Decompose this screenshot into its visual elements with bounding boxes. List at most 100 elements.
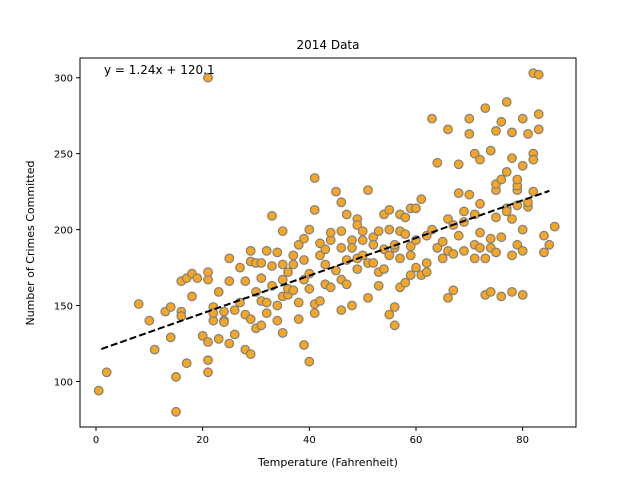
data-point (288, 259, 299, 270)
data-point (400, 277, 411, 288)
data-point (517, 113, 528, 124)
y-tick-label: 150 (54, 302, 73, 313)
data-point (384, 250, 395, 261)
data-point (304, 356, 315, 367)
data-point (512, 174, 523, 185)
data-point (357, 226, 368, 237)
data-point (507, 127, 517, 138)
data-point (288, 250, 299, 261)
data-point (203, 367, 213, 378)
data-point (517, 224, 528, 235)
data-point (453, 159, 464, 170)
data-point (453, 188, 464, 199)
data-point (475, 154, 485, 165)
data-point (453, 230, 464, 241)
data-point (149, 344, 160, 355)
data-point (336, 197, 347, 208)
data-point (315, 238, 325, 249)
data-point (517, 160, 528, 171)
data-point (171, 372, 181, 382)
data-point (459, 245, 469, 256)
data-point (480, 253, 491, 264)
data-point (416, 194, 427, 205)
x-tick-label: 60 (410, 435, 423, 446)
data-point (432, 242, 443, 253)
data-point (224, 276, 235, 287)
data-point (171, 406, 181, 417)
data-point (459, 206, 469, 217)
data-point (363, 185, 373, 196)
y-tick-label: 100 (54, 377, 73, 388)
data-point (299, 340, 309, 350)
data-point (272, 315, 283, 326)
data-point (496, 174, 507, 185)
data-point (373, 226, 384, 237)
data-point (384, 309, 395, 320)
data-point (261, 297, 272, 308)
data-point (203, 337, 213, 347)
data-point (336, 226, 347, 237)
data-point (405, 241, 416, 252)
data-point (496, 116, 507, 127)
regression-layer (101, 189, 550, 350)
data-point (485, 233, 496, 244)
data-point (400, 229, 411, 240)
data-point (165, 302, 176, 312)
data-point (507, 287, 517, 297)
data-point (245, 245, 256, 256)
data-point (384, 204, 395, 215)
data-point (347, 242, 357, 253)
data-point (421, 267, 432, 278)
data-point (336, 305, 347, 316)
data-point (320, 259, 331, 270)
data-point (475, 198, 485, 209)
data-point (485, 287, 496, 297)
data-point (464, 113, 475, 124)
data-point (293, 314, 304, 325)
data-point (304, 283, 315, 294)
data-point (491, 212, 501, 223)
data-point (411, 262, 421, 273)
data-point (368, 239, 379, 250)
data-point (235, 262, 245, 273)
data-point (277, 226, 288, 237)
data-point (320, 244, 331, 255)
data-point (443, 124, 453, 135)
data-point (261, 245, 272, 256)
data-point (245, 349, 256, 360)
data-point (261, 308, 272, 319)
data-point (400, 212, 411, 223)
plot-frame (79, 57, 577, 428)
data-point (309, 204, 320, 215)
data-point (213, 287, 224, 297)
data-point (533, 69, 544, 80)
data-point (501, 166, 512, 177)
data-point (539, 247, 549, 258)
y-tick-label: 250 (54, 150, 73, 161)
data-point (496, 291, 507, 302)
x-tick-label: 20 (196, 435, 209, 446)
data-point (501, 97, 512, 107)
data-point (405, 270, 416, 281)
data-point (469, 209, 480, 220)
data-point (203, 267, 213, 278)
data-point (379, 264, 389, 275)
data-point (219, 306, 229, 317)
data-point (256, 273, 267, 284)
data-point (533, 124, 544, 135)
data-point (395, 253, 405, 264)
data-point (411, 203, 421, 214)
data-point (203, 72, 213, 83)
data-point (229, 329, 240, 340)
data-point (421, 258, 432, 268)
data-point (267, 210, 277, 221)
y-axis-label: Number of Crimes Committed (24, 160, 37, 325)
x-tick-label: 0 (93, 435, 99, 446)
y-tick-label: 300 (54, 74, 73, 85)
data-point (507, 153, 517, 164)
data-point (288, 285, 299, 296)
data-point (485, 145, 496, 156)
data-point (315, 296, 325, 306)
data-point (331, 186, 341, 197)
data-point (133, 299, 144, 309)
